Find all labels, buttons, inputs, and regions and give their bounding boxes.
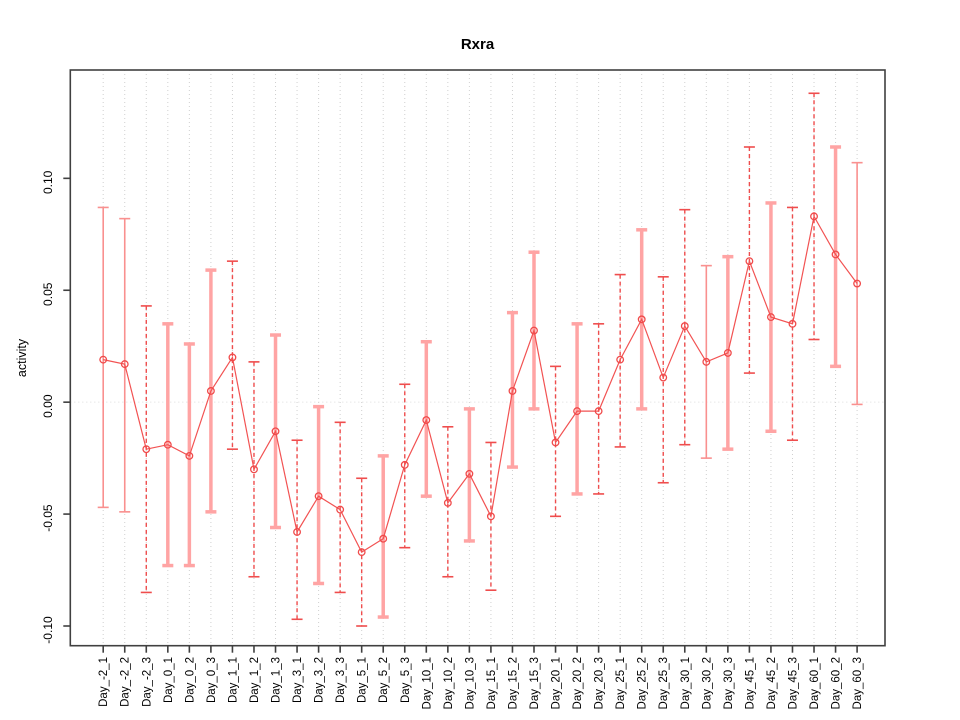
data-point [120,360,129,369]
data-point [486,512,495,521]
x-tick-label: Day_15_3 [529,657,541,709]
x-tick-label: Day_25_1 [615,657,627,709]
data-point [271,427,280,436]
data-point [465,469,474,478]
x-tick-label: Day_25_3 [658,657,670,709]
x-tick-label: Day_30_3 [723,657,735,709]
data-point [788,319,797,328]
x-tick-label: Day_-2_3 [141,657,153,707]
x-tick-label: Day_20_3 [594,657,606,709]
data-point [508,387,517,395]
data-point [530,326,538,335]
data-point [357,548,366,557]
y-tick-label: -0.05 [41,504,55,532]
x-tick-label: Day_25_2 [637,657,649,709]
x-tick-label: Day_0_1 [163,657,175,703]
data-point [250,465,258,474]
x-tick-label: Day_10_3 [464,657,476,709]
data-point [379,534,388,543]
x-tick-label: Day_20_2 [572,657,584,709]
x-tick-label: Day_30_1 [680,657,692,709]
data-point [422,416,431,425]
data-point [206,387,215,395]
x-tick-label: Day_5_2 [378,657,390,703]
x-tick-label: Day_3_2 [314,657,326,703]
data-point [766,313,775,322]
x-tick-label: Day_5_1 [357,657,369,703]
x-tick-label: Day_5_3 [400,657,412,703]
data-point [616,355,625,364]
data-point [99,355,108,364]
data-point [659,373,668,382]
data-point [637,315,646,324]
x-tick-label: Day_3_1 [292,657,304,703]
x-tick-label: Day_45_2 [766,657,778,709]
data-point [142,445,151,454]
x-tick-label: Day_60_2 [831,657,843,709]
data-point [336,505,345,514]
x-tick-label: Day_1_3 [271,657,283,703]
x-tick-label: Day_3_3 [335,657,347,703]
y-tick-label: -0.10 [41,616,55,644]
data-point [680,322,689,331]
x-tick-label: Day_15_2 [507,657,519,709]
data-point [573,407,582,416]
data-point [551,438,560,447]
data-point [314,492,323,501]
data-point [228,353,237,362]
data-point [293,528,302,536]
x-tick-label: Day_-2_2 [120,657,132,707]
x-tick-label: Day_-2_1 [98,657,110,707]
x-tick-label: Day_1_2 [249,657,261,703]
data-point [723,348,732,357]
data-point [702,357,711,366]
series-line [103,214,858,553]
data-point [810,212,818,221]
data-point [853,279,862,288]
x-tick-label: Day_1_1 [227,657,239,703]
x-tick-label: Day_10_2 [443,657,455,709]
data-point [594,407,603,416]
y-axis-label: activity [15,338,29,378]
data-point [443,498,452,507]
x-tick-label: Day_15_1 [486,657,498,709]
data-point [400,460,409,469]
plot-border [69,69,886,647]
data-point [745,257,754,266]
x-tick-label: Day_60_3 [852,657,864,709]
data-point [185,451,194,460]
x-tick-label: Day_20_1 [551,657,563,709]
y-tick-label: 0.05 [41,282,55,306]
data-point [831,250,840,259]
y-tick-label: 0.10 [41,170,55,194]
x-tick-label: Day_45_1 [744,657,756,709]
x-tick-label: Day_45_3 [787,657,799,709]
x-tick-label: Day_0_3 [206,657,218,703]
x-tick-label: Day_60_1 [809,657,821,709]
x-tick-label: Day_30_2 [701,657,713,709]
chart-title: Rxra [460,36,495,53]
data-point [163,440,172,449]
x-tick-label: Day_10_1 [421,657,433,709]
x-tick-label: Day_0_2 [184,657,196,703]
y-tick-label: 0.00 [41,394,55,418]
